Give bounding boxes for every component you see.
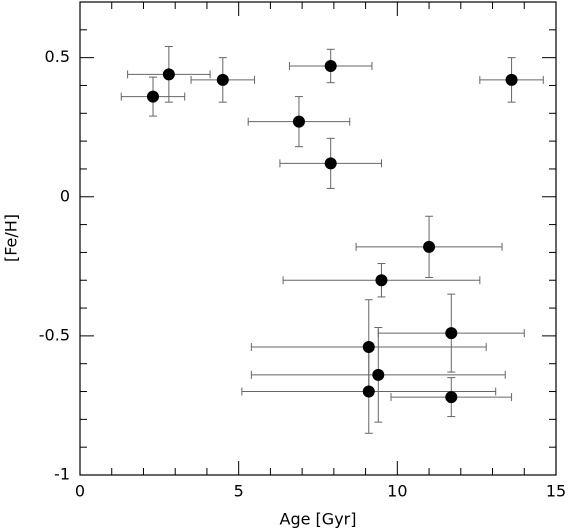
point bbox=[445, 391, 458, 404]
point bbox=[292, 115, 305, 128]
x-tick-label: 0 bbox=[75, 482, 85, 501]
point bbox=[216, 73, 229, 86]
y-tick-label: 0 bbox=[60, 186, 70, 205]
point bbox=[162, 68, 175, 81]
x-tick-label: 5 bbox=[234, 482, 244, 501]
point bbox=[324, 59, 337, 72]
x-tick-label: 10 bbox=[387, 482, 407, 501]
x-axis-label: Age [Gyr] bbox=[280, 510, 357, 529]
point bbox=[423, 240, 436, 253]
plot-frame bbox=[79, 1, 557, 476]
point bbox=[375, 274, 388, 287]
y-tick-label: -1 bbox=[54, 465, 70, 484]
point bbox=[362, 385, 375, 398]
point bbox=[362, 341, 375, 354]
point bbox=[146, 90, 159, 103]
point bbox=[445, 327, 458, 340]
point bbox=[324, 157, 337, 170]
x-tick-label: 15 bbox=[546, 482, 566, 501]
point bbox=[372, 368, 385, 381]
y-axis-label: [Fe/H] bbox=[2, 214, 21, 262]
point bbox=[505, 73, 518, 86]
y-tick-label: 0.5 bbox=[45, 47, 70, 66]
y-tick-label: -0.5 bbox=[39, 325, 70, 344]
